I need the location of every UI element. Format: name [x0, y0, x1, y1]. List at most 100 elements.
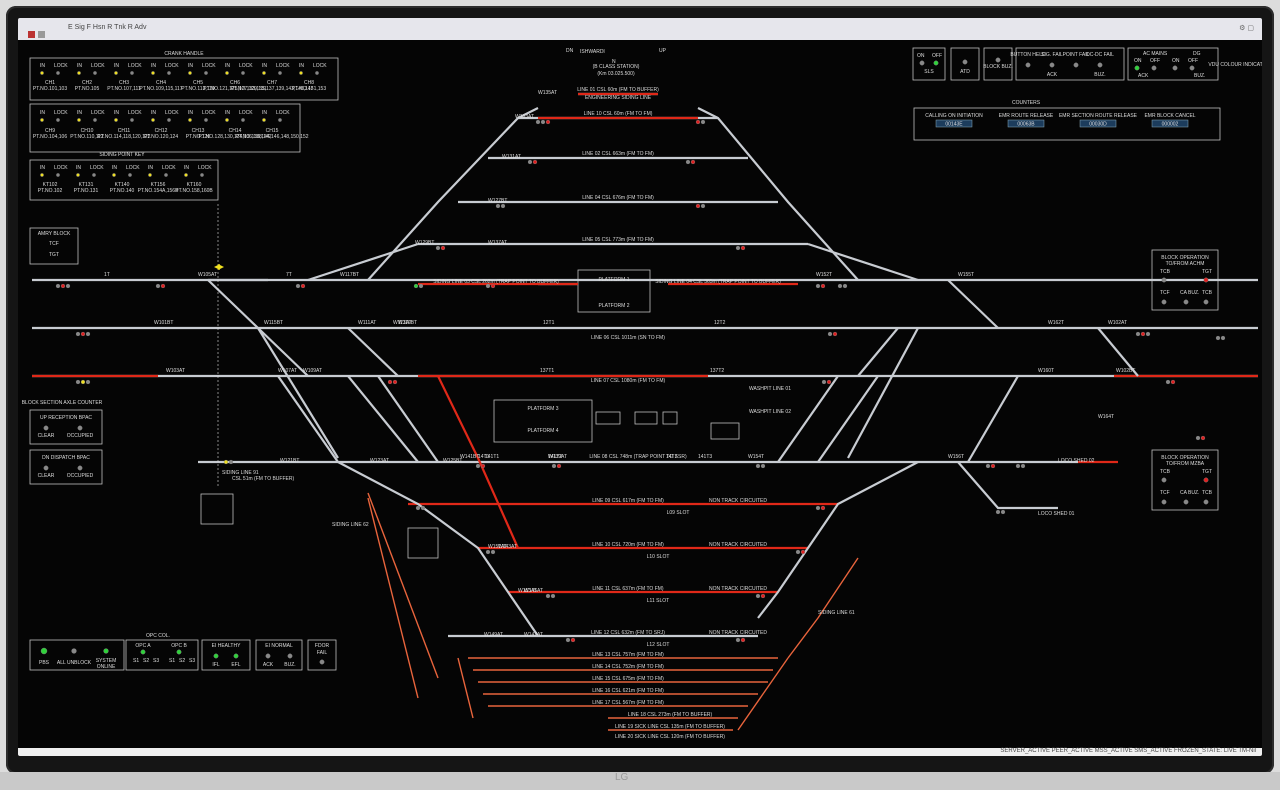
signal-38-lamp-1[interactable]: [228, 459, 234, 465]
window-menu-icon[interactable]: ⚙ ▢: [1239, 25, 1254, 32]
signal-20-lamp-0[interactable]: [435, 245, 441, 251]
signal-0-lamp-2[interactable]: [65, 283, 71, 289]
dn-occupied-indicator[interactable]: [77, 465, 83, 471]
minimize-icon[interactable]: [38, 31, 45, 38]
sls-on-indicator[interactable]: [919, 60, 925, 66]
crank-lock-indicator[interactable]: [56, 71, 60, 75]
ac-off-indicator[interactable]: [1151, 65, 1157, 71]
signal-3-lamp-1[interactable]: [418, 283, 424, 289]
signal-32-lamp-1[interactable]: [740, 637, 746, 643]
signal-11-lamp-0[interactable]: [387, 379, 393, 385]
signal-38-lamp-0[interactable]: [223, 459, 229, 465]
crank-in-indicator[interactable]: [262, 118, 266, 122]
signal-27-lamp-1[interactable]: [490, 549, 496, 555]
key-in-indicator[interactable]: [148, 173, 152, 177]
crank-in-indicator[interactable]: [225, 71, 229, 75]
fail-indicator-dcdc_fail[interactable]: [1097, 62, 1103, 68]
signal-20-lamp-1[interactable]: [440, 245, 446, 251]
efl-indicator[interactable]: [233, 653, 239, 659]
signal-15-lamp-0[interactable]: [695, 119, 701, 125]
signal-26-lamp-0[interactable]: [1015, 463, 1021, 469]
crank-lock-indicator[interactable]: [278, 118, 282, 122]
signal-30-lamp-0[interactable]: [755, 593, 761, 599]
signal-21-lamp-0[interactable]: [735, 245, 741, 251]
signal-7-lamp-2[interactable]: [85, 331, 91, 337]
signal-36-lamp-0[interactable]: [1195, 435, 1201, 441]
signal-22-lamp-0[interactable]: [475, 463, 481, 469]
signal-8-lamp-0[interactable]: [827, 331, 833, 337]
ac-on-indicator[interactable]: [1134, 65, 1140, 71]
crank-lock-indicator[interactable]: [278, 71, 282, 75]
block-op-tcb2-indicator[interactable]: [1203, 299, 1209, 305]
signal-36-lamp-1[interactable]: [1200, 435, 1206, 441]
signal-14-lamp-0[interactable]: [535, 119, 541, 125]
signal-5-lamp-1[interactable]: [820, 283, 826, 289]
signal-37-lamp-1[interactable]: [1220, 335, 1226, 341]
signal-27-lamp-0[interactable]: [485, 549, 491, 555]
signal-35-lamp-0[interactable]: [995, 509, 1001, 515]
signal-23-lamp-1[interactable]: [556, 463, 562, 469]
crank-in-indicator[interactable]: [114, 118, 118, 122]
crank-lock-indicator[interactable]: [315, 71, 319, 75]
dn-clear-indicator[interactable]: [43, 465, 49, 471]
signal-3-lamp-0[interactable]: [413, 283, 419, 289]
key-in-indicator[interactable]: [76, 173, 80, 177]
fdor-indicator[interactable]: [319, 659, 325, 665]
crank-in-indicator[interactable]: [225, 118, 229, 122]
signal-10-lamp-0[interactable]: [75, 379, 81, 385]
signal-33-lamp-0[interactable]: [415, 505, 421, 511]
crank-in-indicator[interactable]: [114, 71, 118, 75]
atd-indicator[interactable]: [962, 59, 968, 65]
fail-indicator-button_held[interactable]: [1025, 62, 1031, 68]
signal-1-lamp-0[interactable]: [155, 283, 161, 289]
crank-lock-indicator[interactable]: [167, 71, 171, 75]
block-op-tcb-indicator[interactable]: [1161, 277, 1167, 283]
signal-1-lamp-1[interactable]: [160, 283, 166, 289]
signal-12-lamp-1[interactable]: [826, 379, 832, 385]
system-online-indicator[interactable]: [103, 648, 109, 654]
crank-lock-indicator[interactable]: [93, 118, 97, 122]
signal-19-lamp-0[interactable]: [695, 203, 701, 209]
opc-b-indicator[interactable]: [176, 649, 182, 655]
key-lock-indicator[interactable]: [92, 173, 96, 177]
block-op-tcb2-indicator[interactable]: [1203, 499, 1209, 505]
crank-lock-indicator[interactable]: [241, 118, 245, 122]
crank-in-indicator[interactable]: [40, 118, 44, 122]
crank-in-indicator[interactable]: [40, 71, 44, 75]
crank-in-indicator[interactable]: [188, 118, 192, 122]
dg-off-indicator[interactable]: [1189, 65, 1195, 71]
up-occupied-indicator[interactable]: [77, 425, 83, 431]
signal-22-lamp-1[interactable]: [480, 463, 486, 469]
crank-lock-indicator[interactable]: [93, 71, 97, 75]
key-in-indicator[interactable]: [112, 173, 116, 177]
signal-4-lamp-1[interactable]: [490, 283, 496, 289]
crank-in-indicator[interactable]: [262, 71, 266, 75]
signal-31-lamp-0[interactable]: [565, 637, 571, 643]
crank-lock-indicator[interactable]: [56, 118, 60, 122]
signal-5-lamp-0[interactable]: [815, 283, 821, 289]
block-op-tcf-indicator[interactable]: [1161, 499, 1167, 505]
block-op-tgt-indicator[interactable]: [1203, 477, 1209, 483]
signal-28-lamp-0[interactable]: [795, 549, 801, 555]
signal-18-lamp-1[interactable]: [500, 203, 506, 209]
key-lock-indicator[interactable]: [128, 173, 132, 177]
signal-14-lamp-2[interactable]: [545, 119, 551, 125]
signal-13-lamp-1[interactable]: [1170, 379, 1176, 385]
pbs-indicator[interactable]: [40, 647, 48, 655]
dg-on-indicator[interactable]: [1172, 65, 1178, 71]
signal-29-lamp-0[interactable]: [545, 593, 551, 599]
crank-lock-indicator[interactable]: [204, 71, 208, 75]
signal-9-lamp-2[interactable]: [1145, 331, 1151, 337]
signal-37-lamp-0[interactable]: [1215, 335, 1221, 341]
fail-indicator-sig_fail[interactable]: [1049, 62, 1055, 68]
block-op-tcf-indicator[interactable]: [1161, 299, 1167, 305]
signal-16-lamp-1[interactable]: [532, 159, 538, 165]
signal-34-lamp-0[interactable]: [815, 505, 821, 511]
signal-18-lamp-0[interactable]: [495, 203, 501, 209]
signal-24-lamp-1[interactable]: [760, 463, 766, 469]
block-op-tgt-indicator[interactable]: [1203, 277, 1209, 283]
signal-24-lamp-0[interactable]: [755, 463, 761, 469]
signal-10-lamp-2[interactable]: [85, 379, 91, 385]
signal-11-lamp-1[interactable]: [392, 379, 398, 385]
signal-23-lamp-0[interactable]: [551, 463, 557, 469]
